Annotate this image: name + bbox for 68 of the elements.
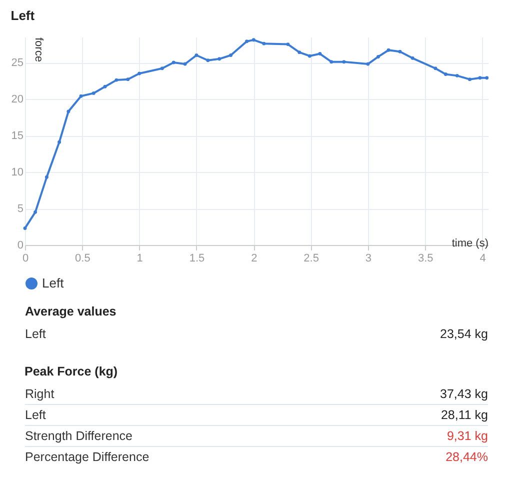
point (79, 94, 83, 98)
point (114, 78, 118, 82)
point (218, 57, 222, 61)
text: 28,11 kg (440, 408, 488, 422)
x-tick-label: 4 (480, 252, 486, 264)
point (298, 50, 302, 54)
point (92, 91, 96, 95)
point (386, 48, 390, 52)
point (126, 78, 130, 82)
point (444, 72, 448, 76)
point (103, 84, 107, 88)
x-axis-title: time (s) (452, 238, 488, 250)
legend-label: Left (42, 276, 64, 290)
text: 23,54 kg (440, 327, 488, 341)
point (468, 78, 472, 82)
x-tick-label: 0.5 (75, 252, 90, 264)
point (194, 54, 198, 57)
point (485, 76, 489, 80)
point (308, 54, 312, 58)
x-tick-label: 3 (365, 252, 372, 264)
category-label: Right (25, 387, 55, 401)
point (318, 52, 322, 56)
point (434, 66, 438, 70)
point (410, 56, 414, 60)
x-tick-label: 3.5 (418, 252, 434, 264)
text: Average values (25, 304, 116, 318)
point (478, 76, 482, 80)
point (229, 54, 233, 57)
text: 28,44% (446, 450, 488, 464)
x-tick-label: 2.5 (304, 252, 319, 264)
point (342, 60, 346, 64)
category-label: Strength Difference (25, 429, 133, 443)
text: 37,43 kg (440, 387, 488, 401)
point (58, 140, 62, 144)
point (366, 62, 370, 66)
y-tick-label: 10 (11, 166, 24, 179)
category-label: Left (25, 327, 46, 341)
point (262, 42, 266, 46)
point (206, 58, 210, 62)
y-axis-title: force (32, 38, 44, 62)
point (66, 110, 70, 114)
point (44, 175, 48, 179)
x-tick-label: 1.5 (189, 252, 205, 264)
point (183, 62, 187, 66)
y-tick-label: 25 (11, 57, 24, 70)
point (138, 72, 142, 76)
point (376, 54, 380, 58)
text: Peak Force (kg) (24, 364, 118, 378)
x-tick-label: 2 (251, 252, 258, 264)
category-label: Left (25, 408, 46, 422)
point (34, 210, 38, 214)
point (455, 74, 459, 78)
x-tick-label: 1 (136, 252, 143, 264)
point (398, 50, 402, 54)
text: 9,31 kg (446, 429, 488, 443)
point (160, 66, 164, 70)
point (252, 38, 256, 42)
y-tick-label: 5 (17, 203, 24, 216)
point (330, 60, 334, 64)
category-label: Percentage Difference (25, 450, 150, 464)
y-tick-label: 20 (11, 94, 24, 106)
point (286, 42, 290, 46)
y-tick-label: 15 (11, 130, 24, 142)
point (172, 60, 176, 64)
y-tick-label: 0 (17, 240, 24, 252)
chart-title: Left (10, 8, 36, 23)
point (245, 40, 249, 44)
point (23, 226, 27, 230)
